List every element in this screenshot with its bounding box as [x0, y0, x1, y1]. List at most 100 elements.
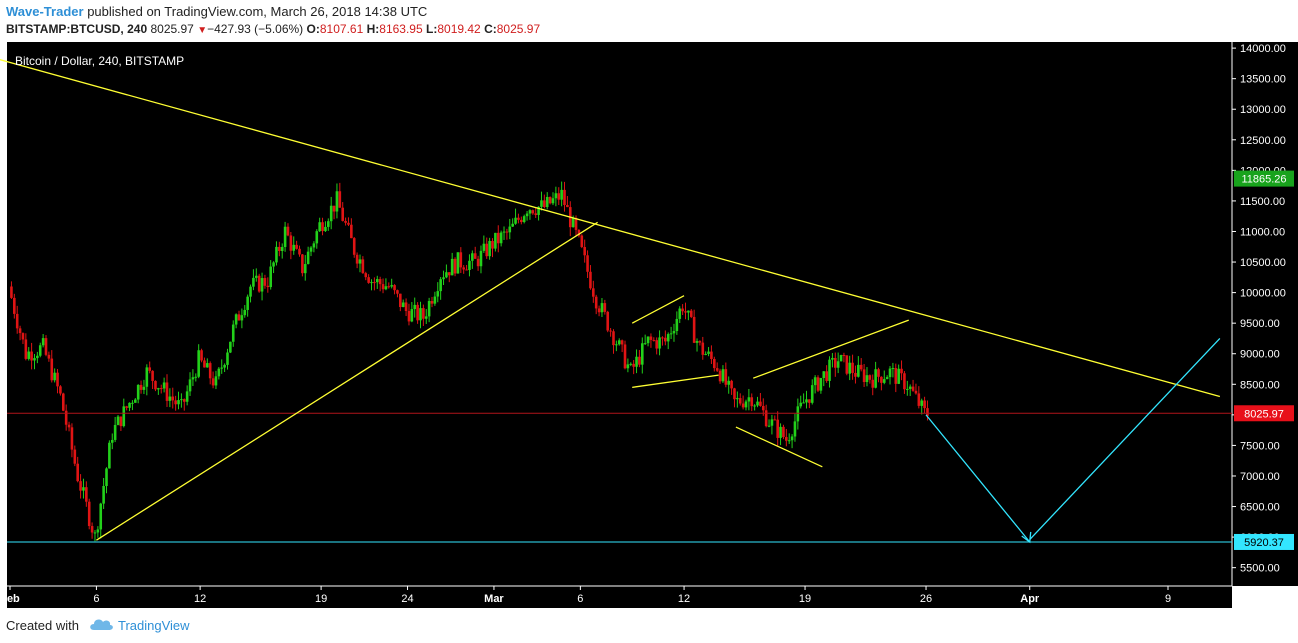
candle-body — [796, 406, 800, 422]
candle-body — [646, 336, 650, 344]
candle-body — [327, 221, 330, 227]
footer: Created with TradingView — [0, 608, 1298, 643]
candle-body — [220, 367, 224, 369]
candle-body — [514, 217, 517, 224]
x-tick-label: 24 — [401, 593, 413, 605]
x-tick-label: 12 — [678, 593, 690, 605]
candle-body — [603, 303, 607, 312]
x-axis-ticks: Feb 6 12 19 24 Mar 6 12 19 26 Apr 9 — [0, 586, 1171, 605]
candle-body — [842, 355, 846, 357]
candle-body — [692, 316, 696, 343]
candle-body — [756, 401, 759, 406]
candle-body — [272, 262, 275, 267]
price-axis[interactable] — [1232, 42, 1298, 586]
candle-body — [424, 316, 428, 319]
candle-body — [419, 308, 422, 321]
price-change: −427.93 (−5.06%) — [207, 22, 304, 36]
candle-body — [640, 343, 644, 365]
candle-body — [525, 213, 529, 217]
projection-down — [925, 414, 1031, 543]
chart-title: Bitcoin / Dollar, 240, BITSTAMP — [15, 54, 184, 68]
candle-body — [802, 402, 805, 404]
y-tick-label: 7500.00 — [1240, 440, 1280, 452]
candle-body — [828, 359, 831, 381]
candle-body — [543, 200, 546, 208]
candle-body — [592, 288, 595, 297]
candle-body — [188, 379, 192, 392]
close-label: C: — [484, 22, 497, 36]
candle-body — [119, 416, 123, 427]
candle-body — [816, 377, 820, 391]
candle-body — [713, 358, 716, 369]
plot-area[interactable] — [7, 42, 1232, 586]
y-tick-label: 14000.00 — [1240, 43, 1286, 55]
candle-body — [373, 282, 376, 284]
last-price: 8025.97 — [150, 22, 194, 36]
candle-body — [364, 273, 368, 278]
price-label: 8025.97 — [1244, 408, 1284, 420]
candle-body — [528, 210, 532, 214]
candle-body — [344, 220, 347, 223]
candle-body — [851, 362, 854, 373]
candle-body — [82, 487, 85, 491]
candle-body — [672, 331, 676, 334]
candle-body — [753, 405, 756, 407]
candle-body — [502, 231, 506, 233]
candle-body — [724, 369, 728, 385]
candle-body — [822, 371, 826, 378]
candle-body — [669, 333, 673, 335]
candle-body — [733, 388, 736, 400]
candle-body — [655, 340, 658, 349]
symbol-label: BITSTAMP:BTCUSD, 240 — [6, 22, 148, 36]
tradingview-link[interactable]: TradingView — [118, 618, 190, 633]
candle-body — [684, 311, 687, 313]
candle-body — [252, 277, 255, 287]
candle-body — [208, 363, 212, 379]
candle-body — [698, 341, 702, 343]
candle-body — [110, 439, 114, 443]
x-tick-label: 12 — [194, 593, 206, 605]
candle-body — [430, 301, 434, 304]
author-link[interactable]: Wave-Trader — [6, 4, 84, 19]
time-axis[interactable] — [7, 586, 1232, 608]
candle-body — [352, 238, 356, 255]
candle-body — [782, 426, 785, 438]
candle-body — [643, 343, 647, 345]
price-chart[interactable]: 14000.0013500.0013000.0012500.0012000.00… — [0, 42, 1298, 608]
candle-body — [231, 324, 235, 342]
y-tick-label: 11500.00 — [1240, 196, 1285, 208]
candle-body — [30, 351, 33, 361]
candle-body — [736, 398, 739, 400]
wedge-lower — [735, 426, 823, 468]
candle-body — [280, 246, 284, 251]
candle-body — [707, 351, 710, 354]
candle-body — [214, 376, 218, 386]
candle-body — [182, 399, 186, 402]
candle-body — [727, 380, 731, 385]
candle-body — [370, 282, 373, 284]
candle-body — [805, 399, 808, 403]
candle-body — [459, 252, 463, 268]
candle-body — [21, 333, 25, 340]
low-label: L: — [426, 22, 438, 36]
candle-body — [254, 275, 258, 278]
candle-body — [450, 258, 454, 276]
candle-body — [583, 247, 586, 256]
candle-body — [773, 419, 777, 421]
candle-body — [687, 310, 690, 313]
candle-body — [571, 217, 575, 228]
candle-body — [217, 368, 221, 377]
y-tick-label: 7000.00 — [1240, 471, 1280, 483]
candle-body — [885, 377, 889, 380]
tradingview-cloud-icon[interactable] — [88, 616, 114, 632]
candle-body — [868, 375, 872, 380]
candle-body — [102, 486, 105, 504]
y-tick-label: 8500.00 — [1240, 379, 1280, 391]
candle-body — [396, 290, 399, 294]
candle-body — [710, 351, 713, 359]
candle-body — [350, 224, 353, 239]
candle-body — [96, 529, 100, 533]
candle-body — [877, 369, 880, 377]
flag-lower — [632, 374, 719, 388]
candle-body — [427, 301, 431, 317]
